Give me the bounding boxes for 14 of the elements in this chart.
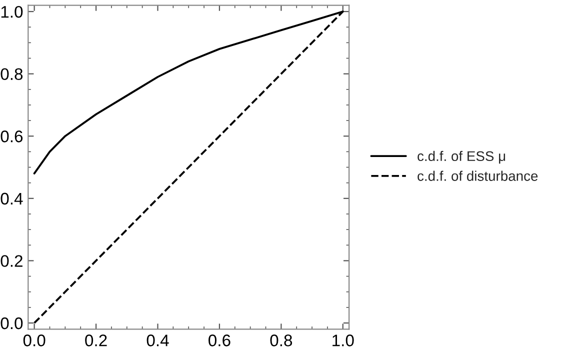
y-tick-label: 0.8 [0, 68, 23, 80]
x-tick-label: 0.0 [23, 334, 46, 346]
x-tick-label: 1.0 [332, 334, 354, 346]
y-tick-label: 0.6 [0, 130, 23, 142]
legend-label: c.d.f. of ESS μ [418, 150, 506, 164]
x-tick-label: 0.8 [270, 334, 292, 346]
x-tick-label: 0.4 [146, 334, 169, 346]
legend-label: c.d.f. of disturbance [418, 170, 538, 181]
x-tick-label: 0.2 [85, 334, 107, 346]
y-tick-label: 0.2 [0, 255, 22, 267]
x-tick-label: 0.6 [208, 334, 230, 346]
y-tick-label: 0.0 [0, 317, 23, 330]
y-tick-label: 0.4 [0, 192, 23, 205]
y-tick-label: 1.0 [1, 6, 23, 18]
